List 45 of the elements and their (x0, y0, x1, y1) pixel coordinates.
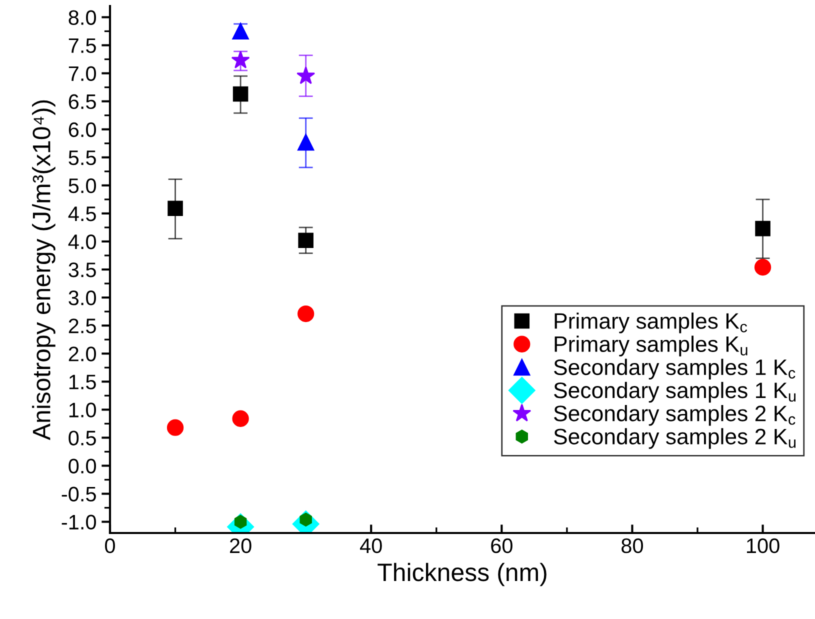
point (232, 86, 248, 102)
x-axis-title: Thickness (nm) (378, 562, 546, 586)
x-tick-label: 60 (491, 538, 512, 554)
y-tick-label: -0.5 (62, 486, 96, 502)
point (232, 410, 249, 427)
point (231, 50, 250, 68)
x-tick-label: 100 (746, 538, 780, 554)
y-tick-label: 4.5 (68, 206, 96, 222)
y-tick-label: 5.5 (68, 150, 96, 166)
legend-label: Secondary samples 2 K$_{c}$ (554, 405, 796, 426)
point (298, 305, 314, 322)
legend-label: Secondary samples 1 K$_{c}$ (554, 358, 796, 380)
y-tick-label: -1.0 (62, 514, 96, 530)
y-tick-label: 5.0 (68, 178, 96, 194)
y-axis-title: Anisotropy energy (J/m³(x10⁴)) (32, 100, 56, 440)
point (168, 200, 183, 216)
y-tick-label: 4.0 (68, 234, 96, 250)
y-tick-label: 1.0 (69, 402, 96, 418)
y-tick-label: 7.5 (68, 38, 96, 53)
y-tick-label: 2.0 (68, 346, 96, 362)
legend-label: Secondary samples 1 K$_{u}$ (554, 382, 796, 403)
y-tick-label: 1.5 (69, 374, 96, 390)
x-tick-label: 20 (230, 538, 252, 554)
x-tick-label: 0 (105, 538, 115, 554)
y-tick-label: 6.5 (68, 94, 96, 110)
y-tick-label: 0.5 (68, 430, 96, 446)
y-tick-label: 3.5 (68, 262, 96, 278)
point (296, 66, 316, 84)
point (232, 22, 249, 40)
x-tick-label: 80 (622, 538, 643, 554)
y-tick-label: 0.0 (68, 458, 96, 474)
point (166, 419, 184, 436)
y-tick-label: 3.0 (68, 290, 96, 306)
point (755, 220, 770, 236)
point (298, 134, 314, 151)
y-tick-label: 6.0 (68, 122, 96, 138)
point (754, 258, 772, 276)
y-tick-label: 2.5 (68, 318, 96, 334)
legend-label: Primary samples K$_{c}$ (554, 312, 748, 334)
point (298, 232, 314, 248)
y-tick-label: 8.0 (68, 10, 96, 25)
y-tick-label: 7.0 (68, 66, 96, 82)
legend-label: Secondary samples 2 K$_{u}$ (554, 428, 796, 449)
legend-label: Primary samples K$_{u}$ (554, 336, 748, 356)
x-tick-label: 40 (360, 538, 382, 554)
